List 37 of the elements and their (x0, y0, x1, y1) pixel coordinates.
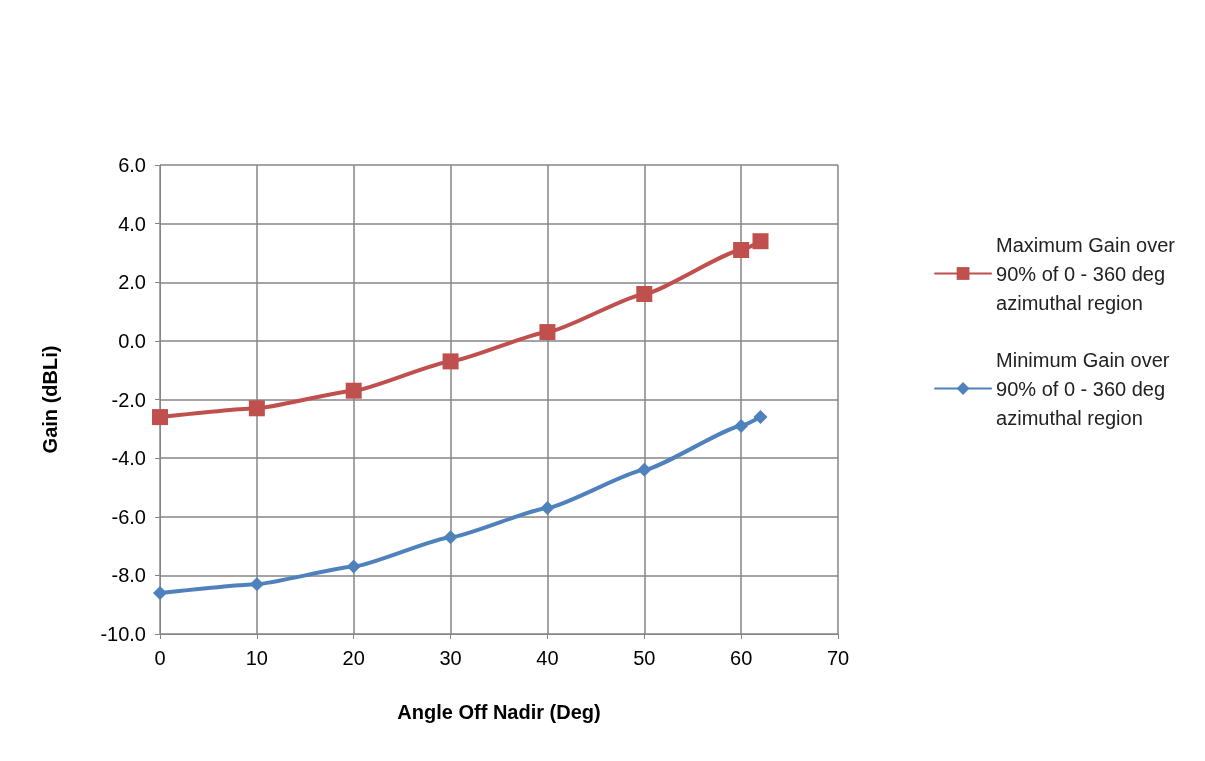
y-tick-label: 2.0 (118, 271, 146, 294)
y-tick-label: -4.0 (111, 447, 146, 470)
y-tick-label: -2.0 (111, 388, 146, 411)
point (753, 410, 768, 425)
x-tick-label: 10 (245, 647, 268, 669)
y-tick-label: -8.0 (111, 564, 146, 587)
y-tick-label: -6.0 (111, 505, 146, 528)
point (733, 242, 750, 259)
legend-label: Minimum Gain over 90% of 0 - 360 deg azimuthal region (996, 348, 1170, 429)
legend-label: Maximum Gain over 90% of 0 - 360 deg azimuthal region (996, 233, 1176, 314)
point (153, 585, 167, 600)
x-tick-label: 60 (730, 647, 753, 669)
point (540, 500, 555, 515)
x-tick-label: 70 (826, 647, 850, 669)
point (734, 418, 749, 433)
x-tick-label: 50 (633, 647, 656, 669)
y-tick-label: -10.0 (100, 623, 146, 645)
point (152, 409, 168, 426)
point (249, 577, 264, 592)
point (346, 559, 361, 574)
point (752, 233, 769, 250)
x-tick-label: 30 (439, 647, 462, 669)
point (345, 382, 362, 399)
x-tick-label: 0 (154, 647, 166, 669)
point (636, 285, 653, 302)
point (248, 400, 265, 417)
x-tick-label: 20 (342, 647, 365, 669)
y-tick-label: 4.0 (118, 212, 146, 235)
y-tick-label: 6.0 (118, 154, 146, 176)
y-axis-title: Gain (dBLi) (39, 345, 61, 454)
point (442, 353, 459, 370)
y-tick-label: 0.0 (118, 329, 146, 352)
x-tick-label: 40 (536, 647, 559, 669)
point (539, 324, 556, 341)
point (637, 462, 652, 477)
x-axis-title: Angle Off Nadir (Deg) (397, 701, 601, 723)
point (443, 530, 458, 545)
